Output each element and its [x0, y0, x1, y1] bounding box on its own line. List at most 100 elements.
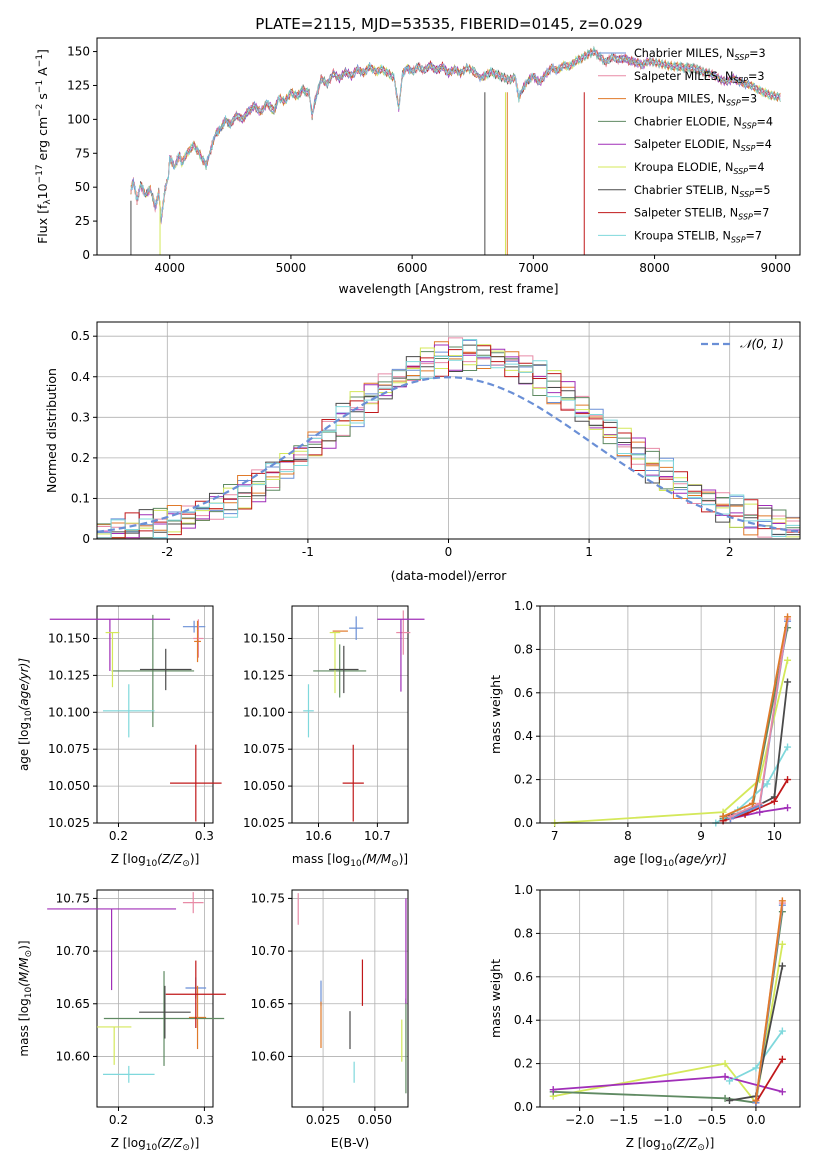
y-tick-label: 0.8 [514, 926, 533, 940]
y-label-part: ] [35, 49, 50, 54]
xlabel-label-part: Z [log [111, 1136, 146, 1150]
weight-marker [721, 1094, 729, 1102]
weight-marker [784, 656, 792, 664]
y-tick-label: 10.100 [243, 705, 285, 719]
weight-marker [719, 812, 727, 820]
x-tick-label: 0.3 [195, 1113, 214, 1127]
x-tick-label: 0.0 [746, 1113, 765, 1127]
x-tick-label: 7 [551, 829, 559, 843]
y-tick-label: 0.1 [71, 491, 90, 505]
errorbar-point [193, 619, 204, 658]
legend-label: Salpeter STELIB, N [634, 207, 738, 220]
y-label-part: erg cm [35, 117, 50, 165]
weight-marker [784, 743, 792, 751]
histogram-step-salpeter-stelib [97, 345, 800, 539]
axes-frame [96, 37, 801, 256]
xlabel-label-part: (Z/Z [672, 1136, 698, 1150]
errorbar-point [139, 985, 191, 1039]
spectrum-lines [130, 45, 781, 225]
legend-tail: =4 [748, 161, 765, 174]
xlabel-label-part: (age/yr)] [674, 852, 727, 866]
x-tick-label: 1 [585, 545, 593, 559]
weight-marker [770, 797, 778, 805]
errorbar-point [188, 985, 207, 1050]
weight-marker [756, 808, 764, 816]
y-label-part: s [35, 93, 50, 104]
y-tick-label: 25 [75, 214, 90, 228]
y-tick-label: 10.050 [243, 779, 285, 793]
y-axis-label: mass weight [488, 959, 503, 1038]
legend-entry: Kroupa MILES, NSSP=3 [634, 93, 757, 108]
x-tick-label: −1.0 [653, 1113, 682, 1127]
xlabel-label-part: )] [705, 1136, 714, 1150]
x-tick-label: 10.7 [364, 829, 391, 843]
errorbar-point [182, 620, 206, 633]
mass-weight-vs-z-plot: −2.0 −1.5 −1.0 −0.5 0.0 0.0 0.2 0.4 0.6 0.8 1.0 Z [… [488, 883, 801, 1153]
legend-entry: Salpeter STELIB, NSSP=7 [634, 207, 769, 222]
ylabel-label-part: age [log [17, 722, 31, 771]
y-tick-label: 10.100 [48, 705, 90, 719]
x-tick-label: 10 [767, 829, 782, 843]
errorbar-point [103, 1065, 155, 1083]
axes-frame [539, 605, 801, 824]
legend-label: Chabrier STELIB, N [634, 184, 739, 197]
y-tick-label: 0 [82, 532, 90, 546]
xlabel-label-part: Z [log [626, 1136, 661, 1150]
legend-sub: SSP [742, 121, 757, 130]
legend-sub: SSP [733, 76, 748, 85]
errorbar-point [49, 618, 171, 671]
y-axis-label: mass weight [488, 675, 503, 754]
x-tick-label: -1 [302, 545, 314, 559]
y-tick-label: 0.4 [514, 1013, 533, 1027]
xlabel-label-sub: 10 [350, 859, 362, 869]
xlabel-label-part: age [log [613, 852, 662, 866]
legend-entry: Chabrier STELIB, NSSP=5 [634, 184, 771, 199]
ylabel-label: mass [log10(M/M⊙)] [17, 940, 34, 1056]
xlabel-label-sun: ⊙ [391, 859, 399, 869]
y-tick-label: 10.075 [48, 742, 90, 756]
axes-frame [96, 889, 214, 1108]
x-tick-label: 0 [445, 545, 453, 559]
x-tick-label: 10.6 [305, 829, 332, 843]
xlabel-label-sun: ⊙ [182, 1143, 190, 1153]
xlabel-label: Z [log10(Z/Z⊙)] [111, 1136, 200, 1153]
x-tick-label: 5000 [276, 261, 307, 275]
x-tick-label: 0.050 [358, 1113, 392, 1127]
legend-entry: Kroupa STELIB, NSSP=7 [634, 229, 762, 244]
errorbar-point [303, 684, 314, 738]
y-label-sup: −1 [35, 54, 45, 67]
xlabel-label-part: )] [190, 852, 199, 866]
xlabel-label-sub: 10 [146, 859, 158, 869]
y-tick-label: 10.025 [48, 816, 90, 830]
y-tick-label: 0.4 [71, 370, 90, 384]
errorbar-point [165, 960, 226, 1028]
weight-marker [778, 1027, 786, 1035]
legend-label: 𝒩(0, 1) [740, 337, 784, 351]
legend-entry: Kroupa ELODIE, NSSP=4 [634, 161, 765, 176]
weight-line-chabrier-miles [730, 621, 789, 820]
x-tick-label: 9 [697, 829, 705, 843]
xlabel-label-part: (M/M [362, 852, 392, 866]
axes-layer: 4000 5000 6000 7000 8000 90000255075100125150… [17, 37, 801, 1153]
y-tick-label: 0 [82, 248, 90, 262]
legend-entry: Salpeter MILES, NSSP=3 [634, 70, 765, 85]
weight-marker [784, 804, 792, 812]
errorbar-point [47, 908, 177, 991]
legend-tail: =3 [749, 47, 766, 60]
x-tick-label: 9000 [760, 261, 791, 275]
ylabel-label-sub: 10 [24, 710, 34, 722]
y-tick-label: 10.70 [56, 944, 90, 958]
errorbar-point [97, 1026, 132, 1065]
legend-tail: =3 [748, 70, 765, 83]
xlabel-label: Z [log10(Z/Z⊙)] [111, 852, 200, 869]
spectrum-line-kroupa-stelib [130, 46, 781, 218]
errorbar-point [105, 631, 120, 688]
xlabel-label-part: mass [log [292, 852, 350, 866]
weight-marker [763, 780, 771, 788]
weight-line-kroupa-miles [755, 900, 784, 1101]
xlabel-label-sun: ⊙ [697, 1143, 705, 1153]
legend-sub: SSP [738, 213, 753, 222]
y-tick-label: 10.150 [48, 631, 90, 645]
